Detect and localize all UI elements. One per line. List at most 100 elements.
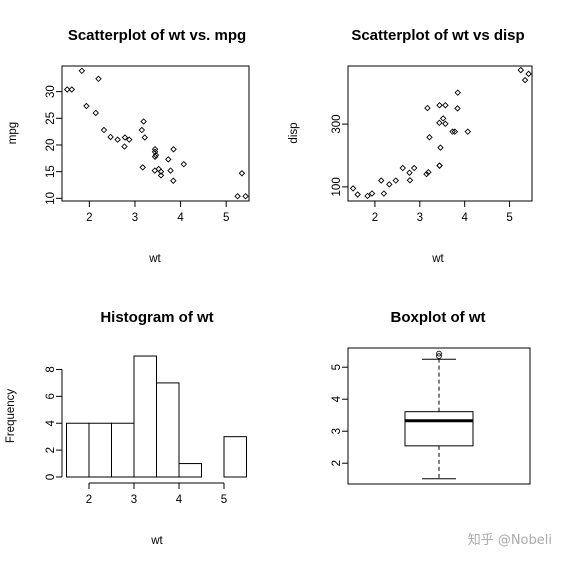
x-tick-label: 2 <box>86 212 92 224</box>
data-point <box>525 70 532 78</box>
data-point <box>354 191 361 198</box>
data-point <box>157 168 165 175</box>
data-point <box>464 128 472 135</box>
data-point <box>436 102 443 109</box>
histogram-bar <box>66 422 90 478</box>
data-point <box>242 192 249 200</box>
data-points <box>349 66 532 200</box>
x-axis-label: wt <box>150 535 163 547</box>
data-point <box>439 115 447 122</box>
y-tick-label: 3 <box>331 428 343 434</box>
data-point <box>151 146 159 153</box>
data-point <box>349 185 357 192</box>
data-point <box>437 144 444 151</box>
y-axis-label: disp <box>288 122 300 143</box>
data-point <box>170 177 177 184</box>
y-tick-label: 20 <box>45 139 57 152</box>
histogram-bar <box>111 422 135 478</box>
x-tick-label: 4 <box>177 212 184 224</box>
watermark: 知乎 @Nobeli <box>468 532 552 548</box>
chart-title: Histogram of wt <box>100 309 213 326</box>
data-point <box>436 119 443 127</box>
data-point <box>399 164 406 172</box>
histogram-bar <box>88 422 112 478</box>
histogram-bar <box>156 382 180 478</box>
data-point <box>426 134 433 141</box>
y-tick-label: 2 <box>45 447 57 453</box>
data-point <box>152 151 160 159</box>
data-point <box>157 172 165 179</box>
data-point <box>63 86 71 93</box>
data-point <box>151 167 159 174</box>
data-point <box>436 162 443 169</box>
data-point <box>167 167 174 174</box>
data-point <box>454 89 461 96</box>
histogram-bar <box>178 463 202 478</box>
plot-frame <box>61 65 250 202</box>
data-point <box>406 177 414 184</box>
outlier-point <box>436 353 442 360</box>
y-axis: 0 2 4 6 8 <box>45 366 63 480</box>
data-point <box>121 143 128 150</box>
x-axis: 2 3 4 5 <box>372 200 513 224</box>
y-axis: 100 300 <box>331 114 349 196</box>
x-tick-label: 4 <box>176 494 183 506</box>
y-tick-label: 6 <box>45 393 57 399</box>
x-tick-label: 5 <box>506 212 512 224</box>
data-point <box>406 169 413 176</box>
data-point <box>410 164 418 172</box>
x-tick-label: 4 <box>461 212 468 224</box>
data-point <box>377 177 385 184</box>
data-point <box>451 128 459 135</box>
x-tick-label: 5 <box>221 494 227 506</box>
y-tick-label: 2 <box>331 460 343 466</box>
histogram-bars <box>66 355 247 478</box>
x-tick-label: 2 <box>372 212 378 224</box>
data-points <box>63 67 249 200</box>
boxplot <box>404 350 474 480</box>
x-tick-label: 3 <box>417 212 423 224</box>
y-axis: 10 15 20 25 30 <box>45 85 63 205</box>
y-tick-label: 4 <box>45 419 57 426</box>
data-point <box>423 170 430 178</box>
data-point <box>517 66 525 74</box>
x-tick-label: 5 <box>223 212 229 224</box>
data-point <box>454 105 461 112</box>
data-point <box>449 128 456 135</box>
y-axis-label: mpg <box>7 122 19 144</box>
interquartile-box <box>404 411 474 447</box>
panel-wt-vs-disp: Scatterplot of wt vs disp wt disp 2 3 4 5 1… <box>288 27 533 265</box>
x-axis-label: wt <box>148 253 161 265</box>
data-point <box>114 136 121 143</box>
x-axis-label: wt <box>431 253 444 265</box>
data-point <box>126 136 133 143</box>
data-point <box>364 192 371 200</box>
y-tick-label: 4 <box>331 395 343 402</box>
data-point <box>180 160 188 168</box>
y-tick-label: 5 <box>331 364 343 370</box>
data-point <box>386 181 393 188</box>
data-point <box>368 190 376 197</box>
data-point <box>107 133 114 141</box>
data-point <box>165 156 172 163</box>
data-point <box>425 168 432 176</box>
y-tick-label: 15 <box>45 165 57 178</box>
data-point <box>68 86 76 93</box>
x-tick-label: 2 <box>86 494 92 506</box>
data-point <box>140 118 147 125</box>
y-tick-label: 0 <box>45 474 57 480</box>
outlier-point <box>436 350 442 357</box>
data-point <box>521 76 529 84</box>
chart-title: Boxplot of wt <box>391 309 486 326</box>
data-point <box>138 126 146 134</box>
panel-histogram: Histogram of wt wt Frequency 2 3 4 5 0 2 4 6 8 <box>5 309 247 547</box>
data-point <box>78 67 86 75</box>
data-point <box>151 153 159 160</box>
plot-frame <box>347 65 533 202</box>
panel-boxplot: Boxplot of wt 2 3 4 5 <box>331 309 531 485</box>
y-tick-label: 10 <box>45 192 57 205</box>
data-point <box>380 190 388 197</box>
x-axis: 2 3 4 5 <box>86 200 229 224</box>
x-axis: 2 3 4 5 <box>86 482 227 506</box>
y-tick-label: 30 <box>45 85 57 98</box>
